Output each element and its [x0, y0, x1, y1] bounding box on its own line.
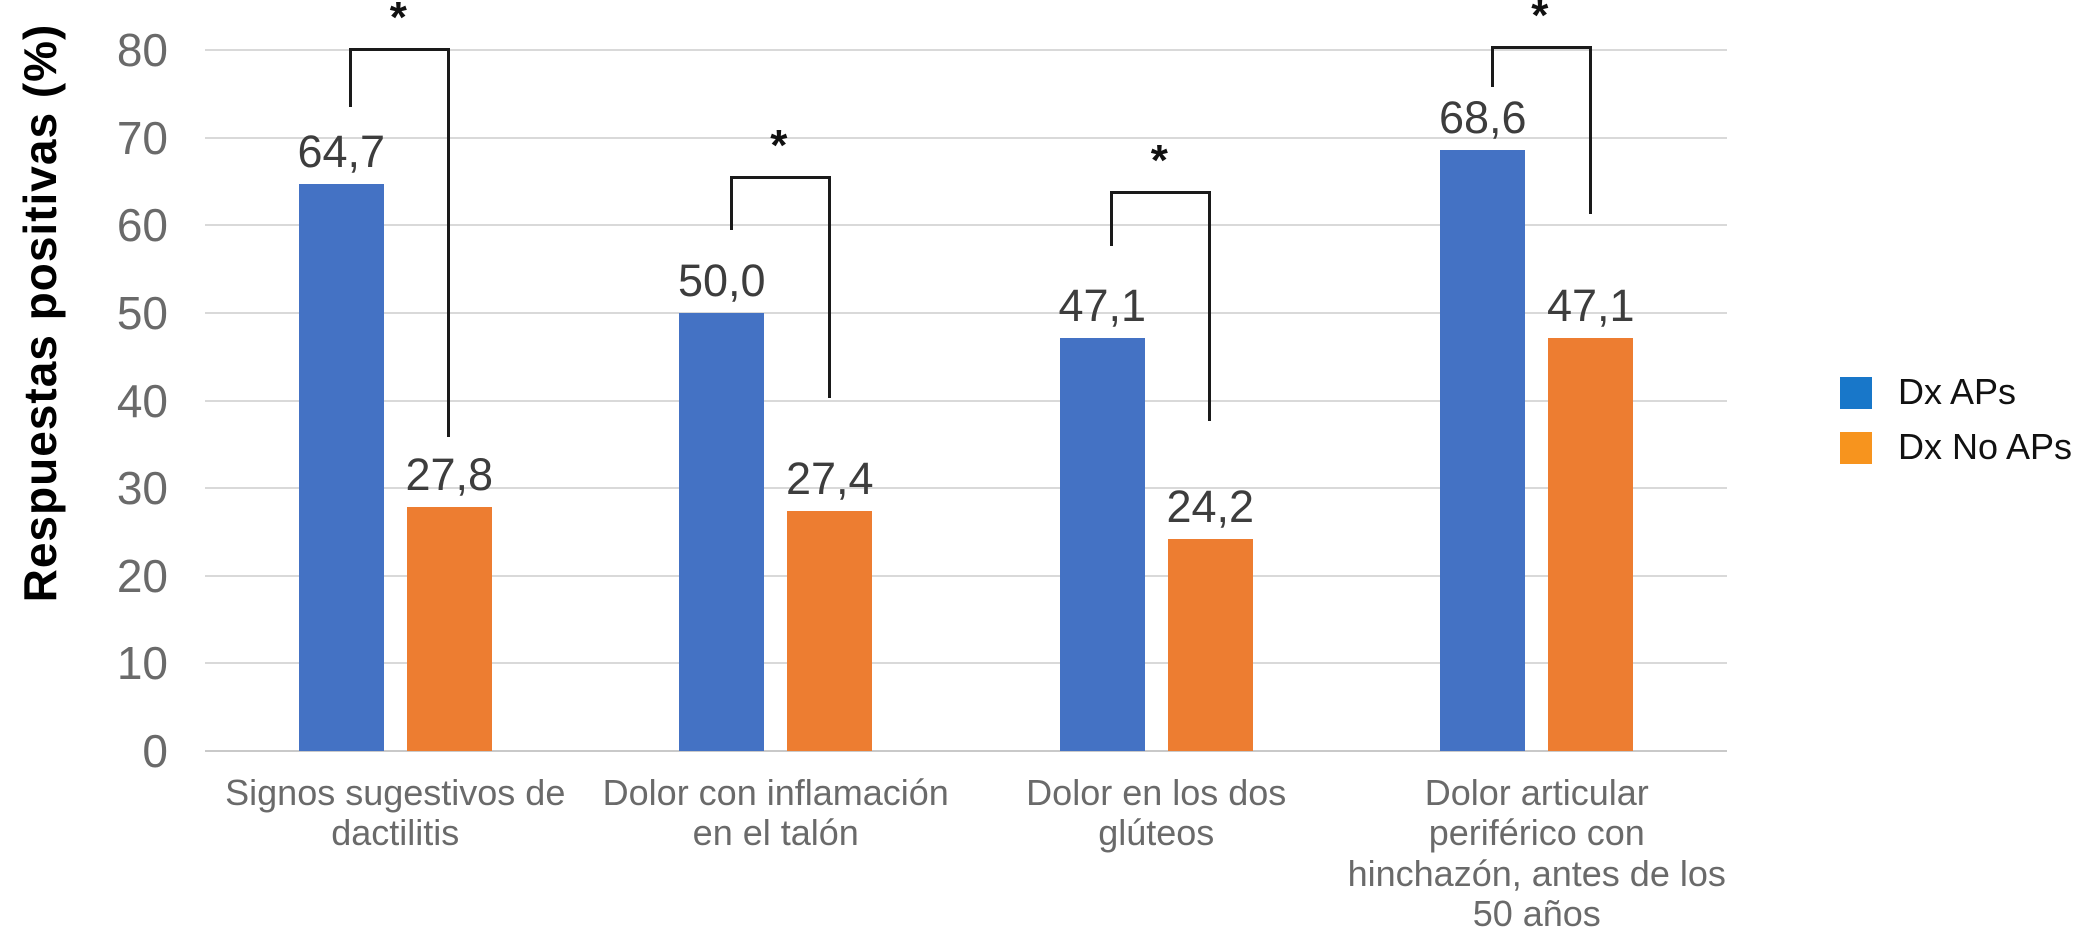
significance-bracket-horizontal	[1490, 45, 1592, 49]
significance-bracket-left-tick	[1110, 191, 1114, 247]
x-category-label: Dolor articular periférico con hinchazón…	[1347, 772, 1726, 934]
significance-bracket-left-tick	[349, 48, 353, 107]
bar-dx-no-aps-3	[1548, 338, 1634, 751]
y-tick-label: 30	[116, 462, 168, 515]
significance-bracket-horizontal	[729, 176, 831, 180]
bar-dx-no-aps-0	[406, 507, 492, 751]
gridline-30	[205, 487, 1727, 490]
gridline-0	[205, 750, 1727, 752]
y-tick-label: 10	[116, 637, 168, 690]
significance-bracket-right-tick	[827, 176, 831, 398]
bar-value-label: 47,1	[1058, 280, 1147, 332]
significance-bracket-horizontal	[349, 48, 451, 52]
legend-item: Dx APs	[1840, 372, 2091, 432]
legend-swatch-dx-aps	[1840, 377, 1872, 409]
y-tick-label: 20	[116, 549, 168, 602]
significance-bracket-horizontal	[1110, 191, 1212, 195]
bar-dx-no-aps-2	[1167, 538, 1253, 751]
y-tick-label: 0	[142, 725, 168, 777]
gridline-50	[205, 311, 1727, 314]
significance-bracket-left-tick	[1490, 45, 1494, 87]
bar-dx-aps-2	[1059, 338, 1145, 751]
significance-asterisk: *	[1531, 0, 1549, 40]
gridline-70	[205, 136, 1727, 139]
bar-value-label: 64,7	[297, 126, 386, 178]
legend-swatch-dx-no-aps	[1840, 432, 1872, 464]
significance-asterisk: *	[770, 121, 788, 171]
significance-bracket-right-tick	[447, 48, 451, 438]
bar-value-label: 68,6	[1438, 91, 1527, 143]
gridline-60	[205, 224, 1727, 227]
y-tick-label: 70	[116, 111, 168, 164]
bar-value-label: 27,4	[785, 452, 874, 504]
legend-item-label: Dx APs	[1898, 371, 2017, 412]
gridline-10	[205, 662, 1727, 665]
bar-value-label: 47,1	[1546, 280, 1635, 332]
gridline-80	[205, 49, 1727, 51]
gridline-40	[205, 399, 1727, 402]
bar-dx-aps-3	[1440, 149, 1526, 751]
significance-asterisk: *	[389, 0, 407, 43]
bar-value-label: 24,2	[1166, 480, 1255, 532]
y-tick-label: 80	[116, 24, 168, 76]
bar-value-label: 27,8	[405, 449, 494, 501]
significance-bracket-right-tick	[1208, 191, 1212, 421]
bar-dx-no-aps-1	[787, 510, 873, 751]
significance-bracket-right-tick	[1588, 45, 1592, 214]
legend-item: Dx No APs	[1840, 427, 2091, 487]
gridline-20	[205, 574, 1727, 577]
legend-item-label: Dx No APs	[1898, 426, 2073, 467]
x-category-label: Signos sugestivos de dactilitis	[225, 772, 566, 854]
y-tick-label: 50	[116, 286, 168, 339]
x-category-label: Dolor con inflamación en el talón	[602, 772, 949, 854]
y-tick-label: 40	[116, 374, 168, 427]
bar-value-label: 50,0	[677, 254, 766, 306]
bar-dx-aps-0	[298, 184, 384, 751]
significance-bracket-left-tick	[729, 176, 733, 231]
significance-asterisk: *	[1150, 136, 1168, 186]
x-category-label: Dolor en los dos glúteos	[1026, 772, 1287, 854]
bar-dx-aps-1	[679, 312, 765, 751]
y-tick-label: 60	[116, 199, 168, 252]
